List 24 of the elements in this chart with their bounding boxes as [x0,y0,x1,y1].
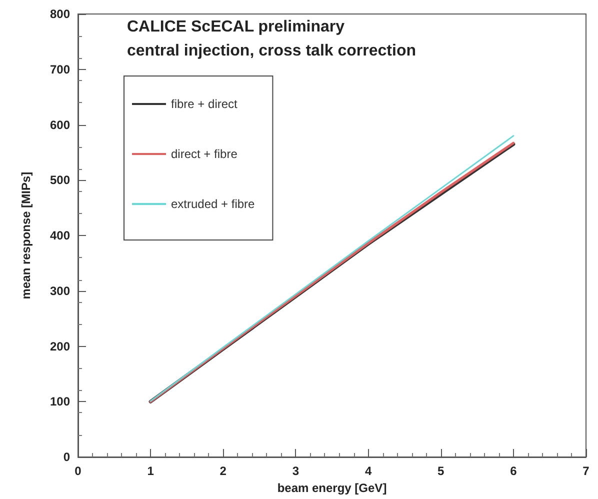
x-tick-label: 1 [147,464,154,478]
x-tick-label: 7 [582,464,590,478]
y-axis-title: mean response [MIPs] [19,172,33,300]
y-tick-label: 200 [50,339,70,354]
y-tick-label: 500 [50,173,70,188]
legend-label: extruded + fibre [171,197,256,211]
x-tick-label: 5 [438,464,445,478]
y-tick-label: 600 [50,118,70,132]
legend-label: direct + fibre [171,147,238,161]
y-tick-label: 100 [50,394,70,409]
x-tick-label: 2 [220,464,227,478]
x-tick-label: 6 [510,464,518,478]
x-tick-label: 0 [74,464,82,478]
text: central injection, cross talk correction [127,42,416,60]
y-tick-label: 0 [63,450,70,464]
y-tick-label: 300 [50,284,70,298]
y-tick-label: 800 [50,7,70,21]
x-tick-label: 4 [364,464,372,478]
y-tick-label: 400 [50,228,70,242]
y-tick-label: 700 [50,62,70,76]
x-tick-label: 3 [292,464,300,478]
chart-title: CALICE ScECAL preliminary [127,18,345,36]
legend-label: fibre + direct [171,97,238,111]
x-axis-title: beam energy [GeV] [277,480,387,495]
